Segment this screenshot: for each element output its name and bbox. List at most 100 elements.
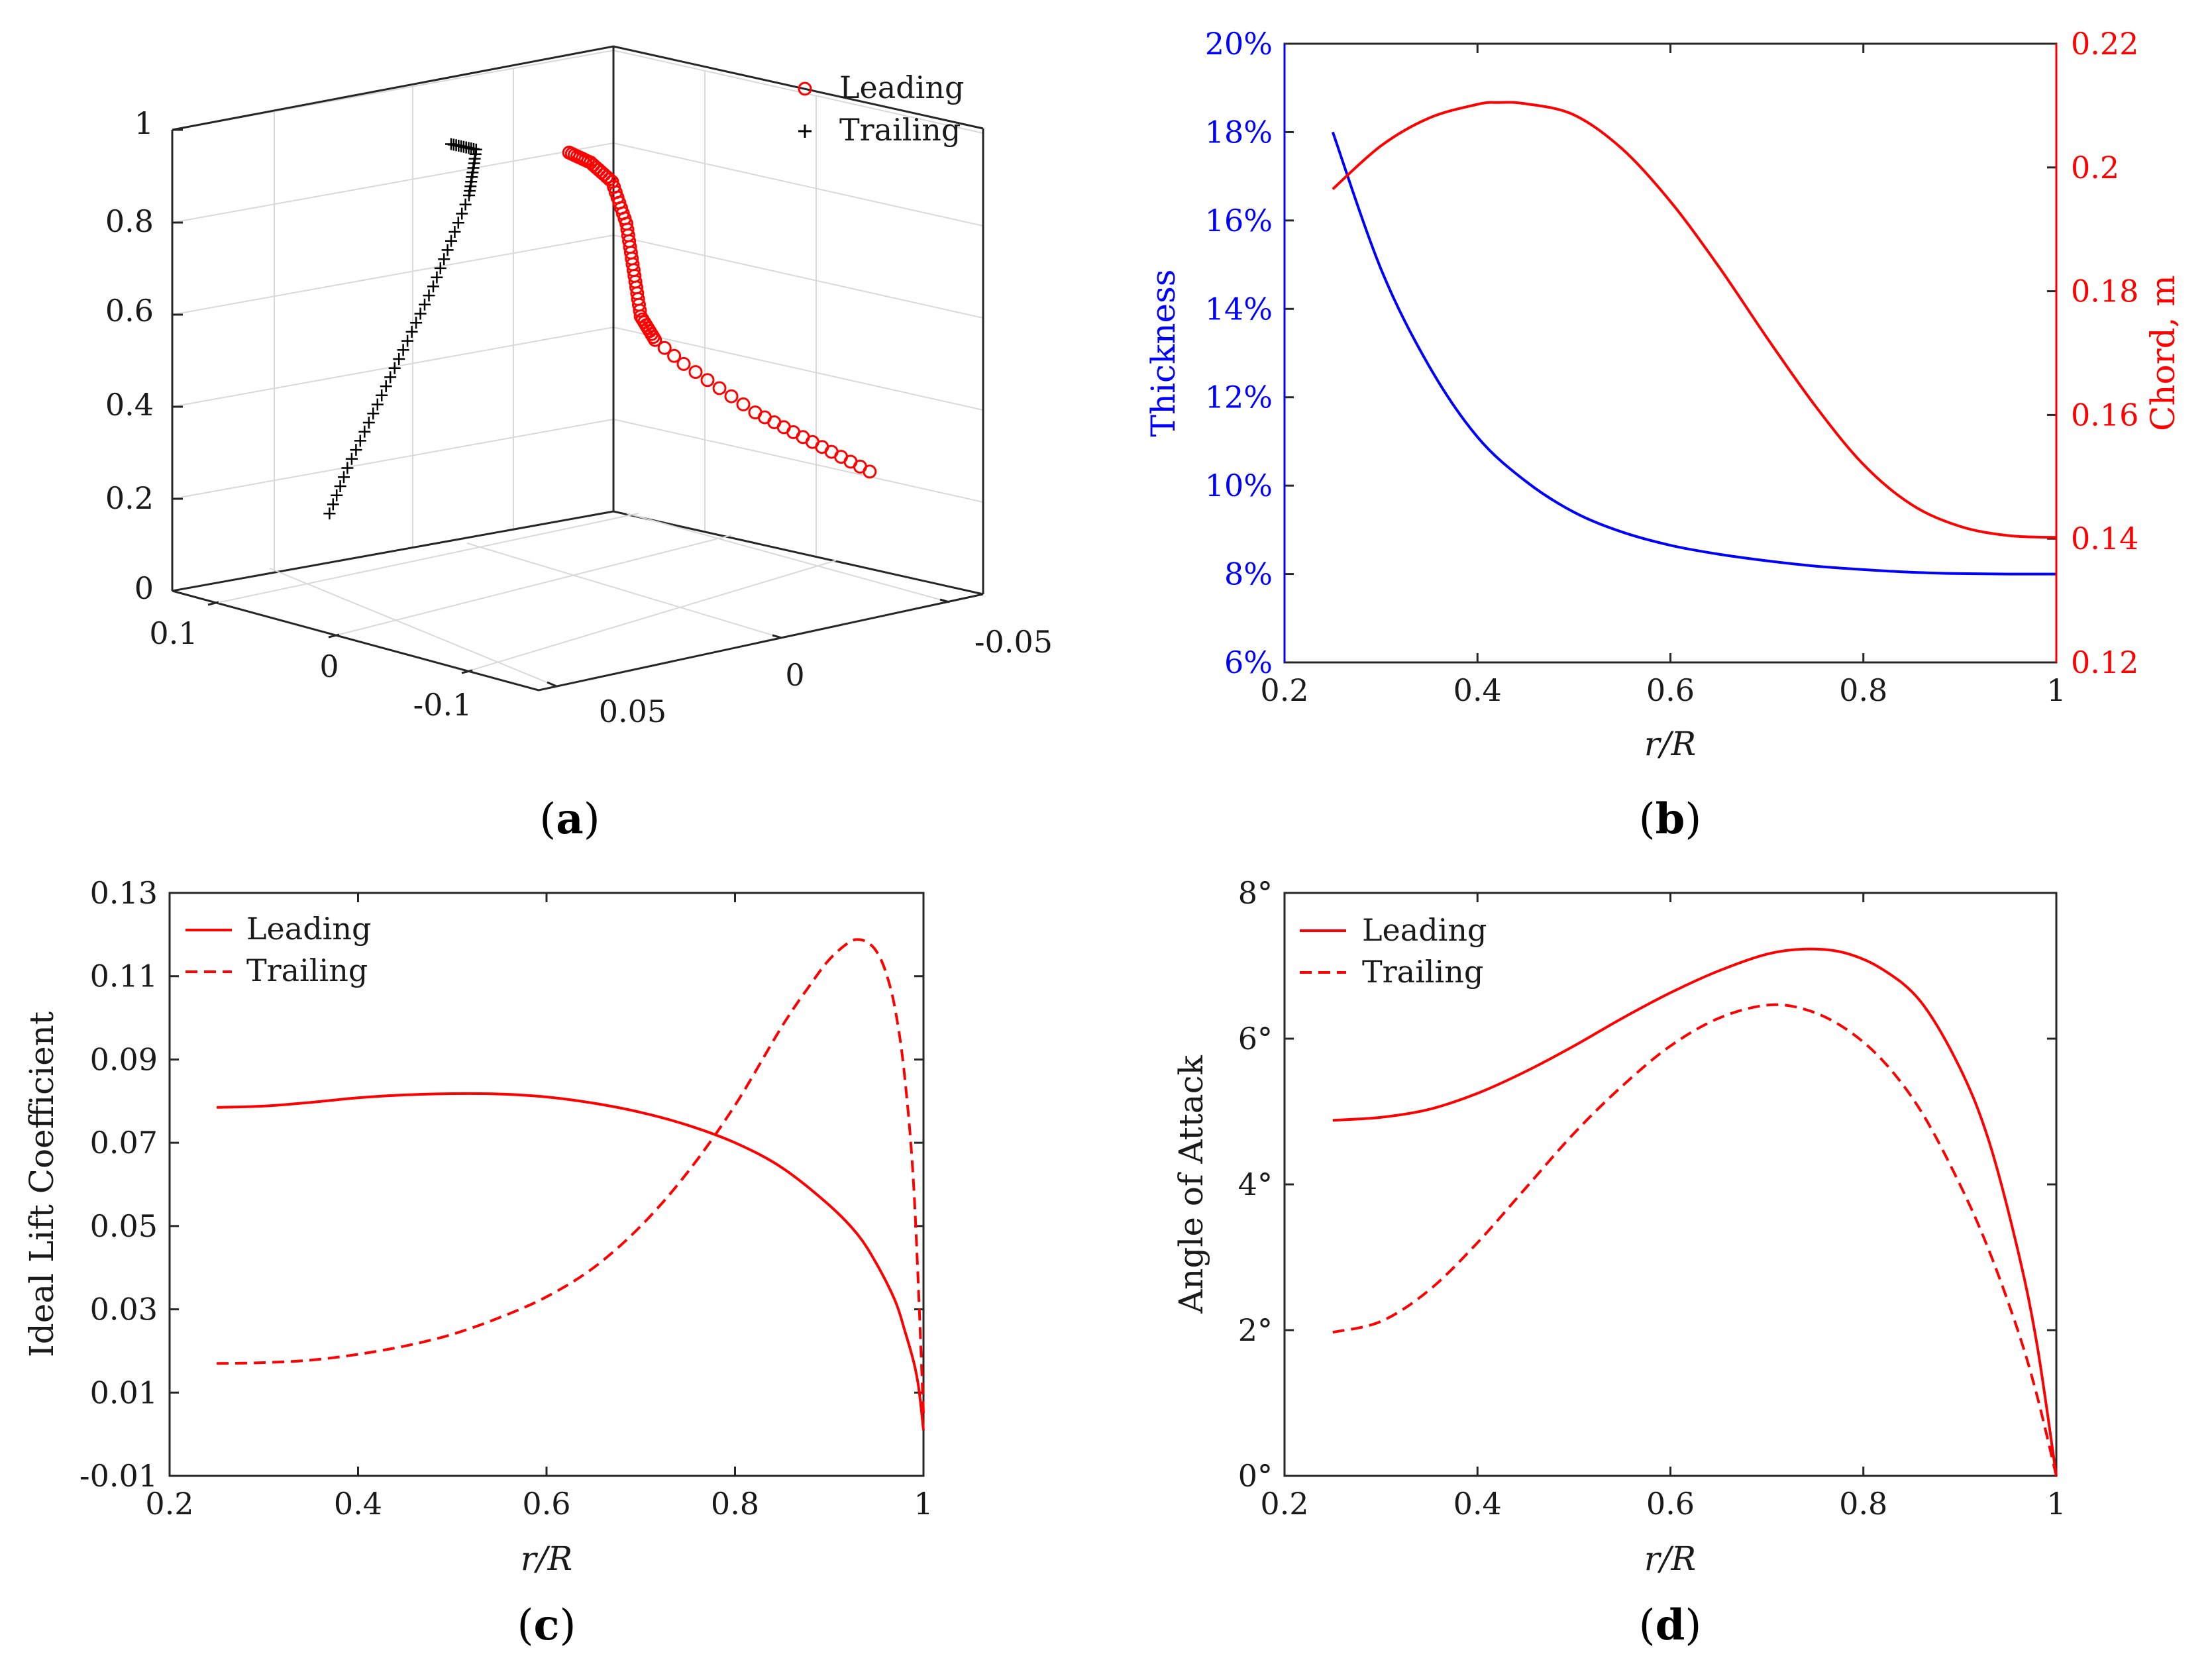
leading-marker	[667, 348, 682, 363]
leading-marker	[648, 333, 662, 347]
y-tick-label: 0.16	[2071, 397, 2138, 433]
trailing-marker	[367, 407, 380, 420]
trailing-marker	[427, 280, 439, 293]
z-tick-label: 0.2	[105, 480, 154, 516]
leading-marker	[676, 356, 691, 371]
panel-a-gridlines	[172, 50, 984, 572]
trailing-marker	[448, 226, 461, 238]
panel-a-3d-scatter: 1 0.8 0.6 0.4 0.2 0 0.1 0 -0.1 0.05 0 -0…	[105, 45, 1053, 844]
panel-d-angle-of-attack: 0.2 0.4 0.6 0.8 1 0° 2° 4° 6° 8° Leading Trailin…	[1172, 875, 2066, 1650]
y-tick-label: 8%	[1224, 556, 1273, 592]
trailing-marker	[434, 262, 447, 274]
x-tick-label: 0.6	[1646, 1486, 1695, 1522]
panel-b-series	[1283, 44, 2058, 662]
panel-b-axes-box	[1283, 42, 2058, 664]
legend-trailing-marker	[798, 125, 812, 138]
gridline	[613, 327, 984, 411]
panel-c-lift-coefficient: 0.2 0.4 0.6 0.8 1 -0.010.010.030.050.070.090…	[23, 875, 933, 1650]
y-tick-label: -0.05	[974, 624, 1053, 660]
legend-leading-label: Leading	[1362, 912, 1487, 948]
panel-b-left-y-ticks: 6% 8% 10% 12% 14% 16% 18% 20%	[1205, 26, 1294, 680]
leading-marker	[602, 172, 617, 187]
y-tick-label: 0.01	[90, 1375, 158, 1410]
panel-a-markers	[323, 138, 877, 520]
panel-a-back-floor-edges	[172, 510, 984, 596]
gridline	[172, 142, 614, 223]
panel-d-legend: Leading Trailing	[1300, 912, 1487, 990]
trailing-marker	[384, 371, 397, 384]
x-tick-label: 0.2	[1260, 1486, 1308, 1522]
y-tick-label: 0.05	[599, 694, 666, 729]
y-tick-label: 4°	[1238, 1167, 1273, 1202]
panel-a-floor-ticks: 0.1 0 -0.1 0.05 0 -0.05	[149, 598, 1053, 729]
trailing-marker	[323, 507, 336, 520]
y-tick-label: 0.18	[2071, 274, 2138, 309]
legend-trailing-label: Trailing	[246, 953, 368, 988]
y-tick-label: 16%	[1205, 203, 1273, 238]
panel-b-ylabel-left: Thickness	[1144, 270, 1183, 437]
trailing-marker	[419, 298, 431, 311]
panel-d-y-ticks: 0° 2° 4° 6° 8°	[1238, 875, 2056, 1494]
panel-d-ylabel: Angle of Attack	[1172, 1055, 1210, 1314]
y-tick-label: 0.14	[2071, 521, 2138, 556]
panel-a-z-ticks: 1 0.8 0.6 0.4 0.2 0	[105, 105, 183, 606]
leading-marker	[633, 303, 647, 318]
y-tick-label: 8°	[1238, 875, 1273, 911]
caption-b-letter: b	[1656, 794, 1685, 844]
trailing-line	[1332, 1003, 2058, 1477]
gridline	[613, 234, 984, 319]
legend-leading-marker	[798, 81, 812, 96]
gridline	[172, 327, 614, 407]
trailing-marker	[331, 489, 343, 501]
caption-d: (d)	[1639, 1600, 1702, 1650]
leading-marker	[736, 397, 751, 411]
panel-c-legend: Leading Trailing	[185, 911, 371, 988]
panel-b-ylabel-right: Chord, m	[2144, 275, 2182, 431]
panel-c-ylabel: Ideal Lift Coefficient	[23, 1012, 61, 1357]
trailing-marker	[401, 335, 414, 347]
z-tick-label: 0.4	[105, 387, 154, 423]
z-tick-label: 0.6	[105, 293, 154, 329]
panel-c-y-ticks: -0.01 0.01 0.03 0.05 0.07 0.09 0.11 0.13	[79, 875, 923, 1494]
panel-c-x-ticks: 0.2 0.4 0.6 0.8 1	[145, 893, 933, 1522]
x-tick-label: 1	[2046, 672, 2066, 708]
caption-a: (a)	[539, 794, 600, 844]
y-tick-label: 0.11	[90, 959, 158, 994]
gridline	[613, 142, 984, 227]
x-tick-label: 0.2	[1260, 672, 1308, 708]
trailing-marker	[459, 198, 472, 211]
gridline	[613, 50, 984, 134]
panel-b-x-ticks: 0.2 0.4 0.6 0.8 1	[1260, 44, 2066, 708]
y-tick-label: 18%	[1205, 114, 1273, 150]
panel-c-series	[217, 938, 925, 1431]
leading-marker	[700, 373, 715, 388]
trailing-marker	[371, 398, 384, 411]
panel-b-right-y-ticks: 0.12 0.14 0.16 0.18 0.2 0.22	[2047, 26, 2138, 680]
leading-marker	[657, 340, 672, 355]
trailing-marker	[393, 353, 405, 365]
trailing-marker	[338, 471, 350, 484]
leading-line	[1332, 947, 2058, 1477]
caption-b: (b)	[1639, 794, 1702, 844]
panel-b-xlabel: r/R	[1644, 725, 1696, 763]
x-tick-label: 0.6	[522, 1486, 570, 1522]
x-tick-label: 0.4	[334, 1486, 382, 1522]
trailing-marker	[445, 234, 457, 247]
trailing-marker	[405, 325, 418, 338]
trailing-marker	[431, 271, 443, 284]
panel-c-xlabel: r/R	[521, 1539, 572, 1578]
trailing-marker	[362, 417, 375, 429]
y-tick-label: -0.01	[79, 1458, 158, 1494]
panel-d-x-ticks: 0.2 0.4 0.6 0.8 1	[1260, 893, 2066, 1522]
trailing-marker	[452, 217, 464, 229]
trailing-marker	[414, 307, 427, 320]
trailing-marker	[358, 425, 371, 438]
y-tick-label: 10%	[1205, 468, 1273, 503]
z-tick-label: 0.8	[105, 203, 154, 239]
y-tick-label: 0	[785, 657, 804, 693]
trailing-marker	[456, 207, 468, 220]
trailing-marker	[441, 244, 454, 256]
panel-a-legend: Leading Trailing	[798, 70, 964, 148]
x-tick-label: 1	[2046, 1486, 2066, 1522]
y-tick-label: 20%	[1205, 26, 1273, 62]
